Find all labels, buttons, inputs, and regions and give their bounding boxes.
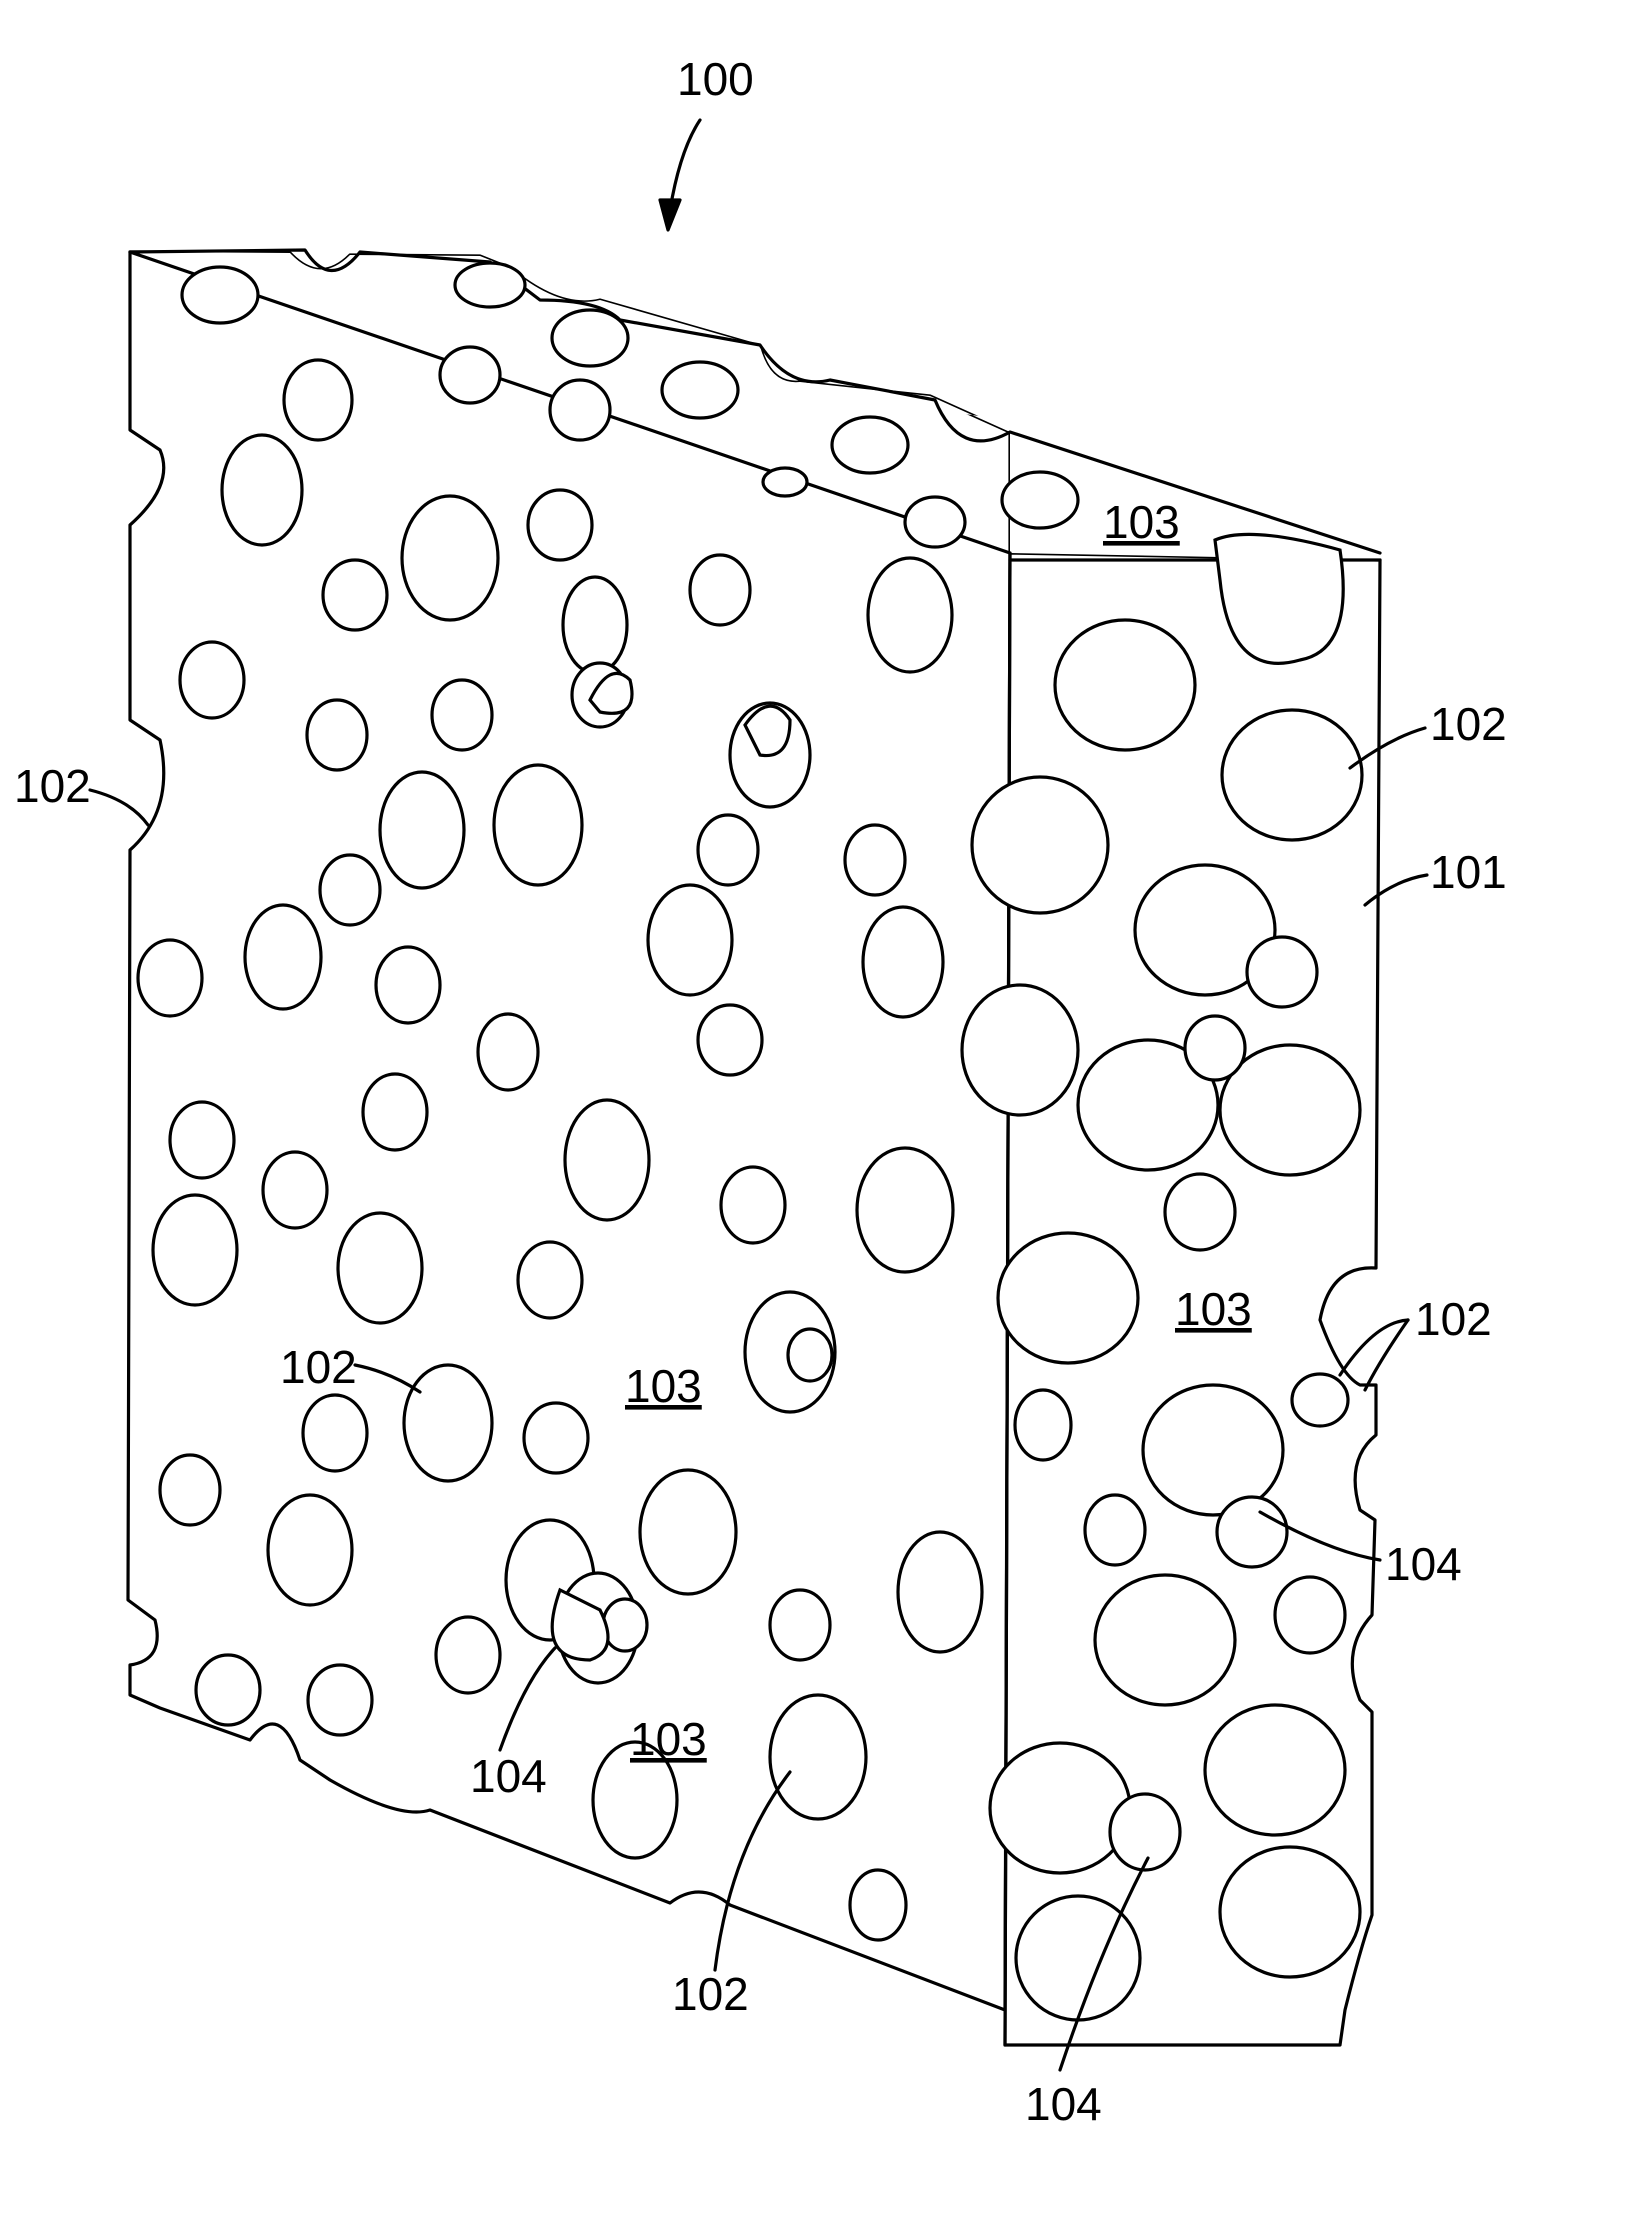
leader-102-side-mid-b [1365, 1320, 1408, 1390]
label-104-side-bottom: 104 [1025, 2078, 1102, 2130]
label-figure-100: 100 [677, 53, 754, 105]
leader-102-side-mid-a [1340, 1320, 1408, 1375]
label-104-side-mid: 104 [1385, 1538, 1462, 1590]
leader-100 [670, 120, 700, 210]
label-102-side-mid: 102 [1415, 1293, 1492, 1345]
leader-102-left [90, 790, 148, 825]
label-102-front: 102 [280, 1341, 357, 1393]
label-103-front: 103 [625, 1360, 702, 1412]
label-102-left: 102 [14, 760, 91, 812]
label-102-side-top: 102 [1430, 698, 1507, 750]
label-104-front: 104 [470, 1750, 547, 1802]
label-102-bottom: 102 [672, 1968, 749, 2020]
label-103-bottom: 103 [630, 1713, 707, 1765]
label-103-top: 103 [1103, 496, 1180, 548]
label-101: 101 [1430, 846, 1507, 898]
label-103-side: 103 [1175, 1283, 1252, 1335]
